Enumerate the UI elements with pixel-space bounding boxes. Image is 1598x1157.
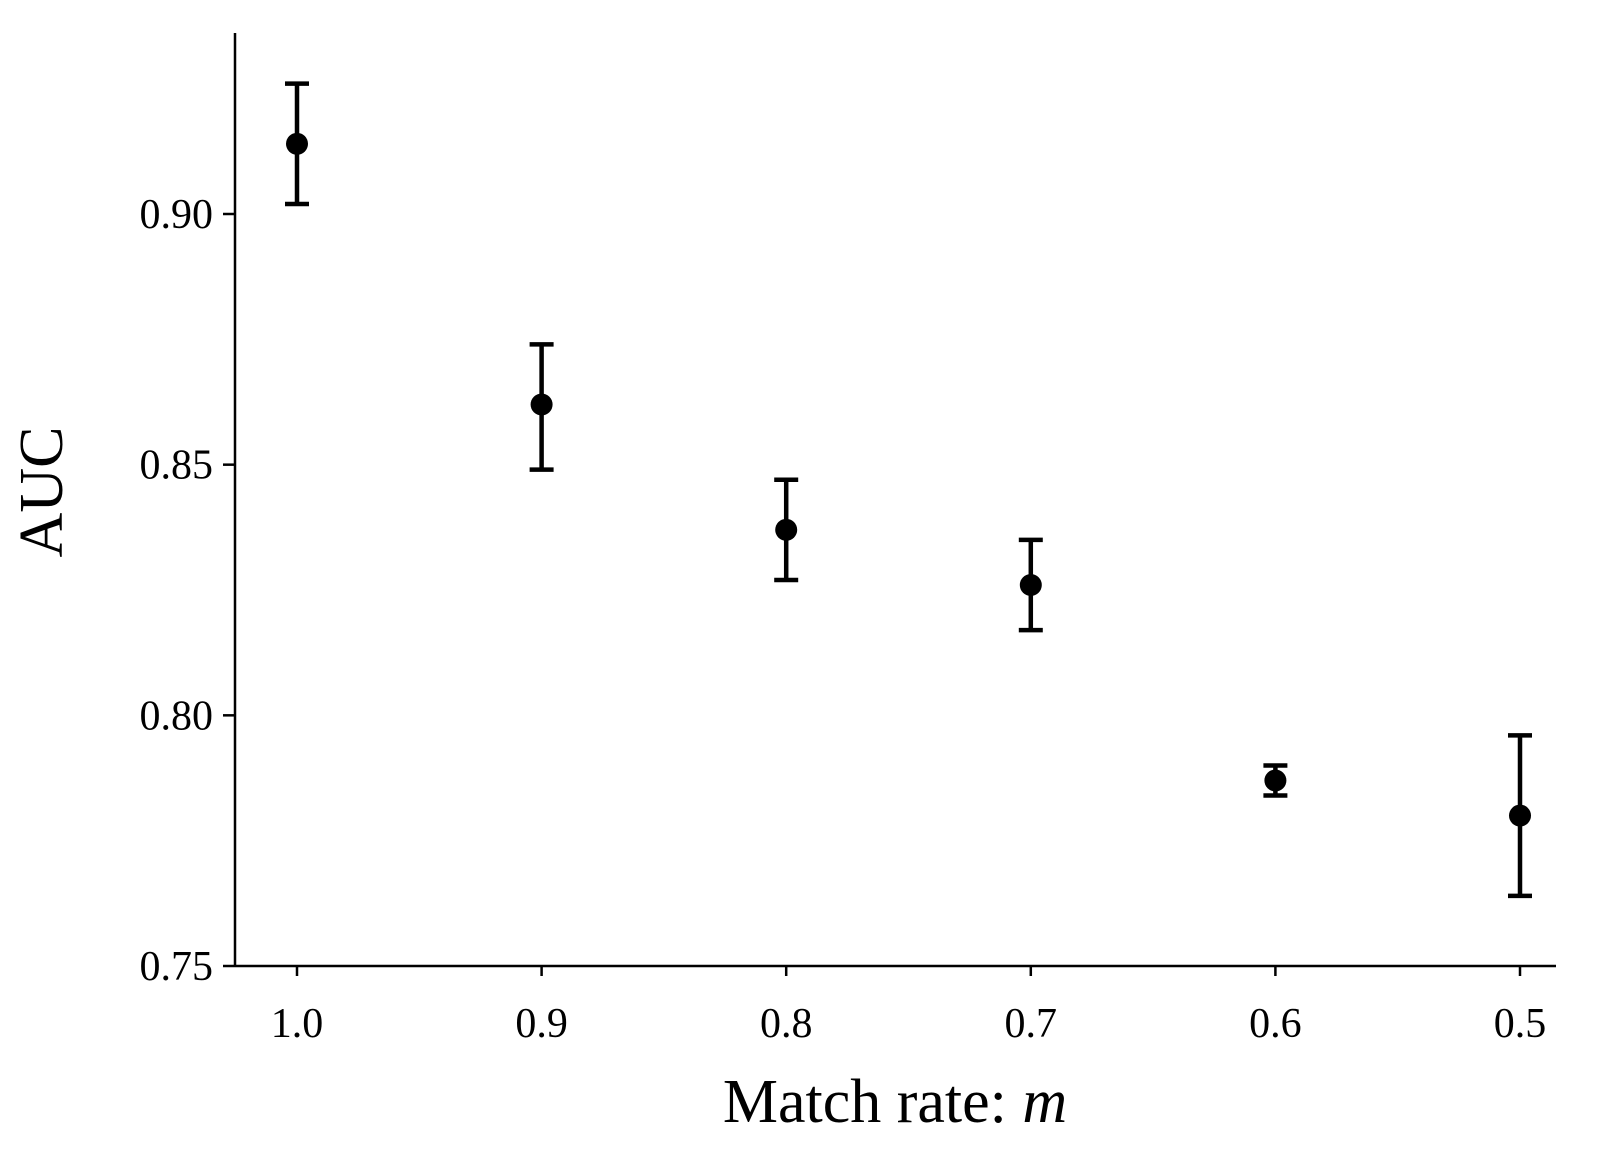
x-ticks: 1.0 0.9 0.8 0.7 0.6 0.5 bbox=[271, 966, 1547, 1047]
x-tick-label: 0.7 bbox=[1005, 1001, 1058, 1047]
data-point-group bbox=[1508, 733, 1532, 899]
x-axis-title-variable: m bbox=[1022, 1068, 1067, 1136]
x-tick-label: 0.9 bbox=[515, 1001, 568, 1047]
data-point bbox=[530, 393, 553, 416]
y-tick-label: 0.90 bbox=[140, 192, 214, 238]
data-point bbox=[286, 132, 308, 155]
data-point bbox=[1509, 804, 1531, 827]
data-point-group bbox=[1018, 537, 1043, 633]
x-tick-label: 0.8 bbox=[760, 1001, 813, 1047]
data-point bbox=[1264, 769, 1287, 792]
data-point-group bbox=[774, 477, 799, 583]
y-axis-title: AUC bbox=[8, 427, 76, 558]
data-point-group bbox=[285, 81, 309, 207]
data-marks bbox=[285, 81, 1532, 899]
y-tick-label: 0.75 bbox=[140, 944, 214, 990]
data-point-group bbox=[529, 342, 554, 472]
x-axis-title: Match rate: m bbox=[723, 1068, 1067, 1136]
y-ticks: 0.75 0.80 0.85 0.90 bbox=[140, 192, 235, 990]
y-tick-label: 0.85 bbox=[140, 443, 214, 489]
data-point bbox=[1019, 573, 1042, 596]
data-point-group bbox=[1263, 763, 1288, 798]
x-tick-label: 1.0 bbox=[271, 1001, 324, 1047]
y-tick-label: 0.80 bbox=[140, 693, 214, 739]
data-point bbox=[775, 518, 798, 541]
x-axis-title-text: Match rate: bbox=[723, 1068, 1023, 1136]
x-tick-label: 0.6 bbox=[1249, 1001, 1302, 1047]
x-tick-label: 0.5 bbox=[1494, 1001, 1547, 1047]
